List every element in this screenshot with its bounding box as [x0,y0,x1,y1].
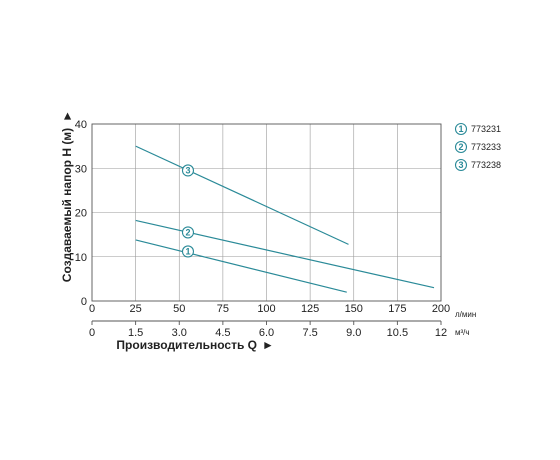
x-tick-label-m3h: 0 [89,327,95,339]
y-tick-label: 10 [75,252,87,264]
legend: 1 773231 2 773233 3 773238 [454,122,501,172]
series-marker-label-3: 3 [185,166,190,176]
legend-entry-773238: 773238 [471,160,501,170]
x-tick-label-m3h: 6.0 [259,327,274,339]
y-tick-label: 30 [75,163,87,175]
series-marker-label-1: 1 [185,247,190,257]
series-lines: 1 2 3 [135,145,435,293]
x-tick-label-m3h: 1.5 [128,327,143,339]
x-axis-title: Производительность Q ► [116,338,273,352]
y-tick-label: 40 [75,119,87,131]
series-marker-3 [181,164,195,177]
secondary-x-axis: 0 1.5 3.0 4.5 6.0 7.5 9.0 10.5 12 [89,320,447,339]
x-tick-label-lpm: 125 [301,303,319,315]
legend-marker-1 [454,122,468,136]
y-axis-title: Создаваемый напор H (м) ► [60,110,74,282]
x-tick-label-lpm: 150 [345,303,363,315]
x-axis-label: Производительность Q [116,338,257,352]
x-unit-lpm: л/мин [455,310,476,319]
y-tick-label: 20 [75,208,87,220]
x-tick-label-lpm: 50 [173,303,185,315]
series-line-2 [135,219,435,289]
series-marker-2 [181,226,195,239]
y-axis-label: Создаваемый напор H (м) [60,128,74,282]
x-tick-label-m3h: 4.5 [215,327,230,339]
y-axis-arrow: ► [60,110,74,122]
plot-frame [91,123,442,302]
y-tick-label: 0 [81,296,87,308]
x-tick-label-m3h: 9.0 [346,327,361,339]
x-tick-label-lpm: 100 [257,303,275,315]
x-tick-label-lpm: 200 [432,303,450,315]
x-tick-label-m3h: 3.0 [172,327,187,339]
y-tick-labels: 0 10 20 30 40 [75,119,87,308]
x-tick-label-lpm: 25 [130,303,142,315]
x-axis-arrow: ► [262,338,274,352]
x-tick-label-m3h: 10.5 [387,327,408,339]
legend-marker-label-2: 2 [458,142,463,152]
legend-entry-773233: 773233 [471,142,501,152]
series-marker-1 [181,245,195,258]
x-tick-label-m3h: 12 [435,327,447,339]
series-marker-label-2: 2 [185,228,190,238]
series-line-3 [135,145,349,245]
series-line-1 [135,239,347,293]
grid [91,123,442,302]
x-tick-label-lpm: 75 [217,303,229,315]
x-tick-labels-lpm: 0 25 50 75 100 125 150 175 200 [89,303,450,315]
legend-marker-label-3: 3 [458,160,463,170]
legend-marker-3 [454,158,468,172]
x-tick-label-lpm: 0 [89,303,95,315]
legend-marker-label-1: 1 [458,124,463,134]
legend-entry-773231: 773231 [471,124,501,134]
x-unit-m3h: м³/ч [455,328,470,337]
legend-marker-2 [454,140,468,154]
x-tick-label-lpm: 175 [388,303,406,315]
x-tick-label-m3h: 7.5 [302,327,317,339]
